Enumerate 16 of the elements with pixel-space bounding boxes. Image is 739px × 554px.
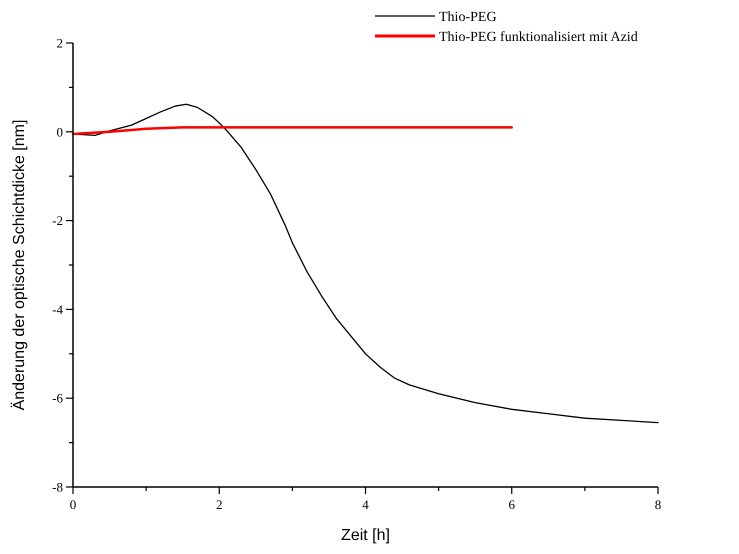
line-series [72, 126, 513, 136]
legend-label: Thio-PEG [439, 10, 497, 25]
x-tick-label: 2 [216, 497, 222, 512]
y-tick-label: -4 [52, 302, 64, 317]
x-tick-label: 4 [362, 497, 370, 512]
y-tick-label: -2 [52, 213, 63, 228]
legend-label: Thio-PEG funktionalisiert mit Azid [439, 30, 638, 45]
x-axis-title: Zeit [h] [341, 527, 390, 544]
x-tick-label: 0 [70, 497, 76, 512]
y-tick-label: 2 [56, 36, 63, 50]
y-tick-label: -6 [52, 390, 64, 406]
x-tick-label: 6 [508, 497, 516, 512]
y-tick-label: 0 [56, 124, 63, 140]
y-tick-label: -8 [52, 480, 63, 494]
x-tick-label: 8 [654, 497, 662, 512]
y-axis-title: Änderung der optische Schichtdicke [nm] [10, 120, 28, 410]
